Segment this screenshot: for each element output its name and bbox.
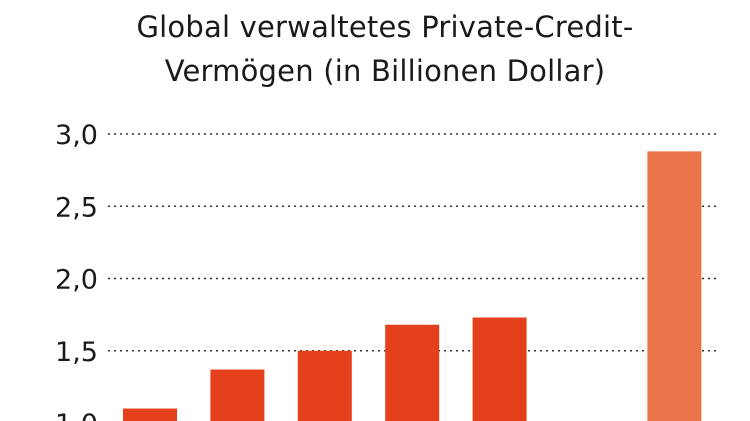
y-tick-label: 1,0	[55, 409, 98, 421]
bar	[210, 369, 265, 421]
bar	[123, 408, 177, 421]
bar	[385, 324, 440, 421]
bar	[297, 350, 352, 421]
y-tick-label: 3,0	[55, 120, 98, 151]
y-tick-label: 2,0	[55, 265, 98, 296]
chart-title: Global verwaltetes Private-Credit- Vermö…	[0, 5, 750, 93]
chart-title-line-2: Vermögen (in Billionen Dollar)	[164, 54, 606, 88]
bar	[472, 317, 527, 421]
y-tick-label: 2,5	[55, 192, 98, 223]
y-tick-label: 1,5	[55, 337, 98, 368]
chart-title-line-1: Global verwaltetes Private-Credit-	[136, 10, 634, 44]
bar	[647, 151, 702, 421]
